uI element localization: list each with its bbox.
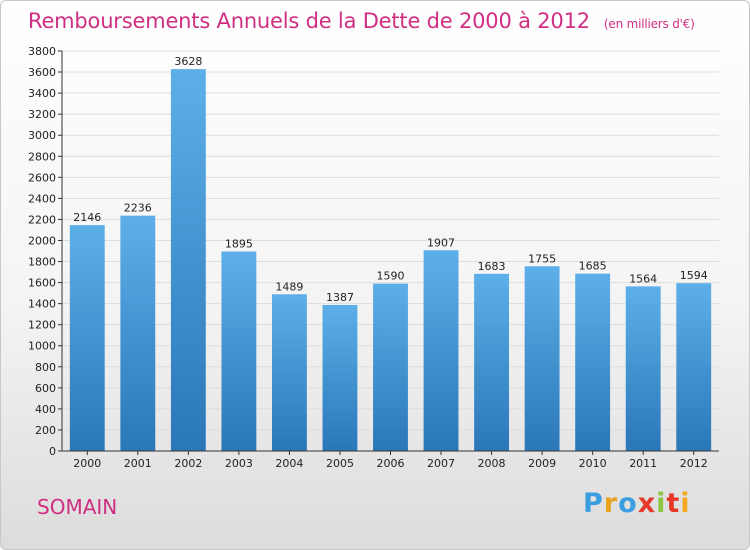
bar-2012 (676, 283, 712, 451)
logo-letter: i (656, 488, 667, 519)
x-tick-label-2001: 2001 (124, 457, 152, 470)
chart-title-text: Remboursements Annuels de la Dette de 20… (28, 9, 590, 33)
proxiti-logo: Proxiti (583, 488, 691, 519)
x-tick-label-2010: 2010 (579, 457, 607, 470)
x-tick-label-2012: 2012 (680, 457, 708, 470)
data-label-2003: 1895 (225, 238, 253, 251)
bar-2009 (524, 266, 560, 451)
y-tick-label: 200 (35, 424, 56, 437)
chart-title: Remboursements Annuels de la Dette de 20… (28, 9, 695, 33)
y-tick-label: 3000 (28, 129, 56, 142)
y-tick-label: 1400 (28, 298, 56, 311)
unit-label: (en milliers d'€) (603, 17, 695, 31)
x-tick-label-2004: 2004 (275, 457, 303, 470)
bar-2010 (575, 273, 611, 451)
y-tick-label: 3200 (28, 108, 56, 121)
y-tick-label: 3400 (28, 87, 56, 100)
y-tick-label: 1600 (28, 277, 56, 290)
bar-2008 (474, 273, 510, 451)
city-name: SOMAIN (37, 495, 118, 519)
x-tick-label-2006: 2006 (377, 457, 405, 470)
x-tick-label-2005: 2005 (326, 457, 354, 470)
y-tick-label: 1000 (28, 340, 56, 353)
bar-2005 (322, 305, 358, 451)
logo-letter: P (583, 488, 604, 519)
y-tick-label: 2800 (28, 150, 56, 163)
data-label-2002: 3628 (174, 55, 202, 68)
data-label-2004: 1489 (275, 280, 303, 293)
logo-letter: t (666, 488, 681, 519)
x-tick-label-2009: 2009 (528, 457, 556, 470)
data-label-2006: 1590 (377, 270, 405, 283)
y-tick-label: 2400 (28, 192, 56, 205)
logo-letter: i (680, 488, 691, 519)
data-label-2009: 1755 (528, 252, 556, 265)
data-label-2001: 2236 (124, 202, 152, 215)
y-tick-label: 0 (49, 445, 56, 458)
data-label-2008: 1683 (478, 260, 506, 273)
bar-2003 (221, 251, 257, 451)
y-tick-label: 400 (35, 403, 56, 416)
bar-2006 (373, 283, 408, 451)
bar-2011 (625, 286, 661, 451)
data-label-2005: 1387 (326, 291, 354, 304)
data-label-2007: 1907 (427, 236, 455, 249)
bar-2000 (69, 225, 105, 451)
logo-letter: o (618, 488, 638, 519)
bar-2004 (271, 294, 307, 451)
y-tick-label: 1800 (28, 256, 56, 269)
y-tick-label: 800 (35, 361, 56, 374)
logo-letter: r (603, 488, 619, 519)
y-tick-label: 2000 (28, 234, 56, 247)
data-label-2010: 1685 (579, 260, 607, 273)
y-tick-label: 2600 (28, 171, 56, 184)
x-tick-label-2000: 2000 (73, 457, 101, 470)
bar-2007 (423, 250, 459, 451)
logo-letter: x (637, 488, 657, 519)
bars: 2146 2236 3628 1895 1489 1387 1590 1907 1683 1755… (69, 55, 712, 452)
y-tick-label: 1200 (28, 319, 56, 332)
bar-2001 (120, 215, 156, 451)
data-label-2012: 1594 (680, 269, 708, 282)
bar-2002 (170, 69, 206, 452)
data-label-2000: 2146 (73, 211, 101, 224)
x-tick-label-2007: 2007 (427, 457, 455, 470)
y-tick-label: 3600 (28, 66, 56, 79)
x-tick-label-2003: 2003 (225, 457, 253, 470)
y-tick-label: 600 (35, 382, 56, 395)
x-tick-label-2002: 2002 (174, 457, 202, 470)
axes: 0 200 400 600 800 1000 1200 1400 1600 1800 2000 220… (28, 45, 719, 470)
x-tick-label-2008: 2008 (478, 457, 506, 470)
data-label-2011: 1564 (629, 272, 657, 285)
x-tick-label-2011: 2011 (629, 457, 657, 470)
y-tick-label: 2200 (28, 213, 56, 226)
y-tick-label: 3800 (28, 45, 56, 58)
